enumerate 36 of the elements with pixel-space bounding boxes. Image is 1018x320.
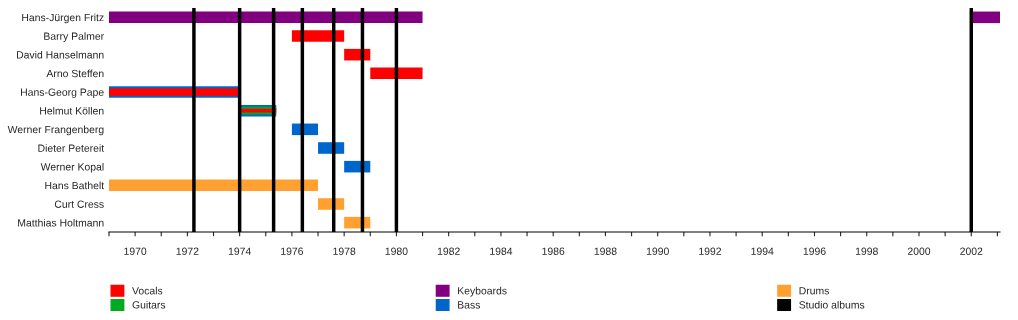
legend-label: Studio albums: [799, 300, 865, 309]
x-tick-label: 1998: [855, 247, 878, 255]
x-tick-label: 1994: [751, 247, 774, 255]
legend-label: Drums: [799, 287, 830, 295]
x-tick-label: 1974: [228, 247, 251, 255]
x-tick-label: 1988: [594, 247, 617, 255]
y-tick-label: Arno Steffen: [46, 69, 104, 78]
y-tick-label: Barry Palmer: [44, 32, 104, 42]
y-tick-label: Dieter Petereit: [38, 144, 105, 152]
y-tick-label: Hans Bathelt: [45, 181, 105, 190]
y-tick-label: Hans-Georg Pape: [21, 88, 104, 98]
y-tick-label: Werner Kopal: [40, 162, 104, 173]
y-tick-label: Werner Frangenberg: [7, 125, 104, 136]
x-tick-label: 1970: [124, 247, 147, 255]
x-tick-label: 1986: [542, 247, 565, 255]
legend-label: Guitars: [132, 300, 166, 309]
x-tick-label: 1982: [437, 247, 460, 255]
x-tick-label: 1978: [333, 247, 356, 255]
x-tick-label: 1972: [176, 247, 199, 255]
y-tick-label: David Hanselmann: [16, 50, 104, 59]
x-tick-label: 1980: [385, 247, 408, 255]
x-tick-label: 1992: [699, 247, 722, 255]
x-tick-label: 1984: [490, 247, 513, 255]
y-tick-label: Curt Cress: [54, 200, 104, 208]
x-tick-label: 1990: [646, 247, 669, 255]
legend-label: Keyboards: [458, 286, 507, 297]
legend-label: Bass: [458, 301, 481, 309]
x-tick-label: 1996: [803, 247, 826, 255]
y-tick-label: Matthias Holtmann: [18, 218, 104, 227]
bar: [370, 67, 423, 80]
x-tick-label: 2000: [907, 247, 931, 255]
x-tick-label: 2002: [960, 247, 983, 255]
legend-label: Vocals: [132, 286, 163, 295]
x-tick-label: 1976: [281, 247, 304, 255]
y-tick-label: Helmut Köllen: [40, 106, 104, 115]
y-tick-label: Hans-Jürgen Fritz: [22, 13, 104, 24]
